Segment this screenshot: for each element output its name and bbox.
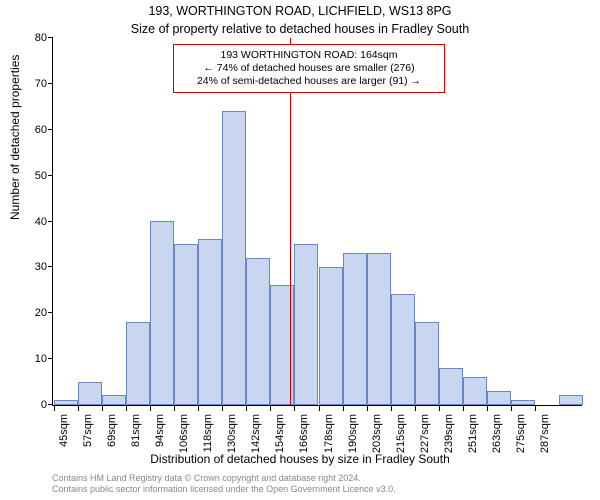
y-axis-label: Number of detached properties [8, 55, 22, 220]
xtick-mark [102, 406, 103, 411]
xtick-mark [343, 406, 344, 411]
xtick-mark [391, 406, 392, 411]
xtick-mark [174, 406, 175, 411]
ytick-mark [48, 221, 53, 222]
ytick-mark [48, 404, 53, 405]
ytick-label: 80 [23, 32, 47, 44]
histogram-bar [54, 400, 78, 405]
ytick-label: 50 [23, 170, 47, 182]
xtick-mark [126, 406, 127, 411]
xtick-mark [535, 406, 536, 411]
histogram-bar [415, 322, 439, 405]
chart-title-line1: 193, WORTHINGTON ROAD, LICHFIELD, WS13 8… [0, 4, 600, 18]
xtick-mark [463, 406, 464, 411]
xtick-mark [54, 406, 55, 411]
footer-attribution: Contains HM Land Registry data © Crown c… [52, 473, 396, 494]
xtick-mark [198, 406, 199, 411]
footer-line1: Contains HM Land Registry data © Crown c… [52, 473, 396, 483]
histogram-bar [343, 253, 367, 404]
ytick-mark [48, 358, 53, 359]
xtick-mark [439, 406, 440, 411]
ytick-label: 60 [23, 124, 47, 136]
chart-title-line2: Size of property relative to detached ho… [0, 22, 600, 36]
x-axis-label: Distribution of detached houses by size … [0, 452, 600, 466]
ytick-label: 20 [23, 307, 47, 319]
ytick-mark [48, 129, 53, 130]
xtick-mark [415, 406, 416, 411]
ytick-mark [48, 266, 53, 267]
xtick-mark [222, 406, 223, 411]
histogram-bar [126, 322, 150, 405]
annotation-line1: 193 WORTHINGTON ROAD: 164sqm [180, 49, 438, 62]
histogram-bar [102, 395, 126, 404]
histogram-bar [198, 239, 222, 404]
histogram-bar [391, 294, 415, 404]
histogram-bar [463, 377, 487, 405]
ytick-label: 0 [23, 399, 47, 411]
histogram-bar [559, 395, 583, 404]
ytick-mark [48, 37, 53, 38]
footer-line2: Contains public sector information licen… [52, 484, 396, 494]
annotation-line3: 24% of semi-detached houses are larger (… [180, 75, 438, 88]
histogram-bar [222, 111, 246, 405]
histogram-bar [439, 368, 463, 405]
histogram-bar [487, 391, 511, 405]
histogram-bar [150, 221, 174, 405]
xtick-mark [487, 406, 488, 411]
ytick-label: 70 [23, 78, 47, 90]
xtick-mark [78, 406, 79, 411]
annotation-box: 193 WORTHINGTON ROAD: 164sqm← 74% of det… [173, 44, 445, 93]
histogram-bar [319, 267, 343, 405]
plot-area: 0102030405060708045sqm57sqm69sqm81sqm94s… [52, 38, 582, 406]
ytick-mark [48, 312, 53, 313]
histogram-bar [511, 400, 535, 405]
xtick-mark [367, 406, 368, 411]
xtick-mark [270, 406, 271, 411]
xtick-mark [246, 406, 247, 411]
xtick-mark [294, 406, 295, 411]
histogram-bar [246, 258, 270, 405]
ytick-label: 40 [23, 216, 47, 228]
ytick-label: 10 [23, 353, 47, 365]
histogram-bar [367, 253, 391, 404]
ytick-label: 30 [23, 261, 47, 273]
histogram-bar [294, 244, 318, 405]
xtick-mark [319, 406, 320, 411]
ytick-mark [48, 175, 53, 176]
annotation-line2: ← 74% of detached houses are smaller (27… [180, 62, 438, 75]
chart-container: 193, WORTHINGTON ROAD, LICHFIELD, WS13 8… [0, 0, 600, 500]
ytick-mark [48, 83, 53, 84]
histogram-bar [78, 382, 102, 405]
xtick-mark [511, 406, 512, 411]
xtick-mark [150, 406, 151, 411]
histogram-bar [174, 244, 198, 405]
